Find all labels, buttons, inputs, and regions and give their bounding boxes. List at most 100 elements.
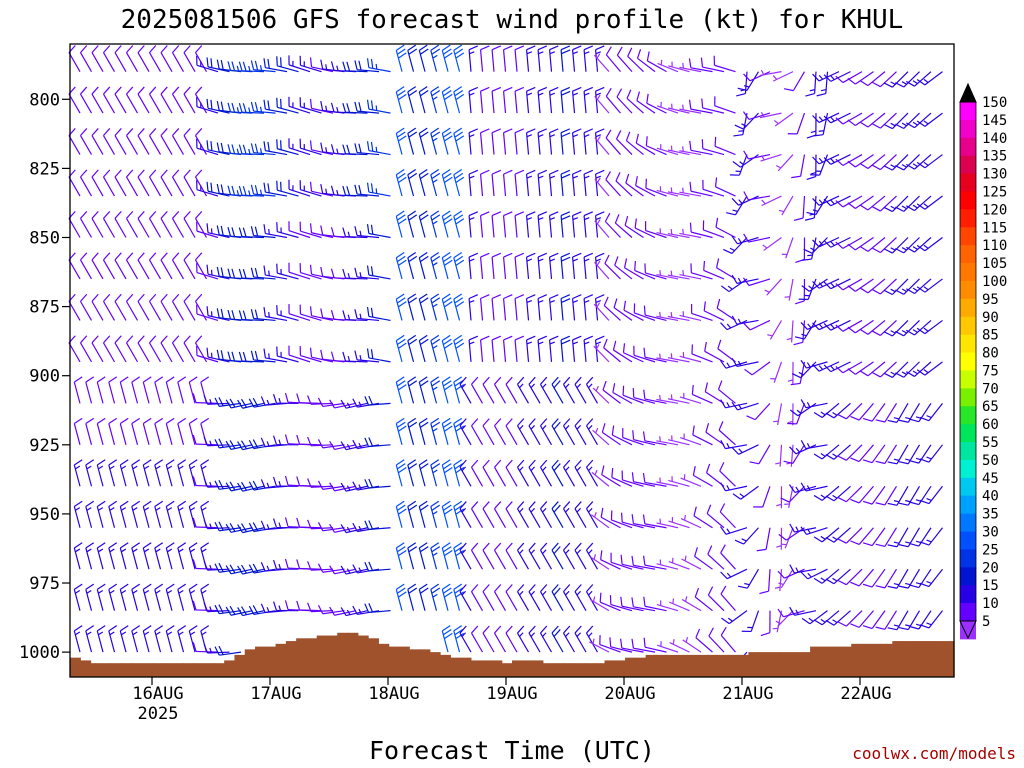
colorbar-swatch [960,191,976,210]
wind-barb [720,399,748,409]
terrain-column [131,663,143,677]
wind-barb [142,625,152,653]
wind-barb [551,542,564,570]
wind-barb [537,86,548,114]
wind-barb [482,376,495,404]
wind-barb [667,145,690,156]
wind-barb [590,511,610,529]
terrain-column [676,654,688,677]
wind-barb [441,583,453,611]
wind-barb [574,542,587,570]
wind-barb [623,300,644,321]
wind-barb [309,264,334,280]
wind-barb [859,154,886,170]
wind-barb [154,459,164,487]
wind-barb [701,98,725,114]
wind-barb [183,293,196,321]
wind-barb [85,625,95,653]
wind-barb [459,584,472,611]
wind-barb [407,44,418,72]
wind-barb [250,309,276,322]
terrain-column [285,641,297,677]
terrain-column [306,638,318,677]
wind-barb [430,44,441,72]
wind-barb [847,361,874,375]
terrain-column [840,646,852,677]
wind-barb [200,500,210,528]
wind-barb [812,319,840,331]
wind-barb [525,169,536,197]
wind-barb [906,195,932,212]
wind-barb [200,625,210,653]
colorbar-label: 145 [982,113,1007,129]
wind-barb [482,418,495,446]
colorbar-label: 135 [982,149,1007,165]
terrain-column [203,663,215,677]
wind-barb [418,251,429,280]
terrain-column [563,663,575,677]
wind-barb [726,195,748,216]
colorbar-label: 30 [982,525,999,541]
wind-barb [505,584,518,611]
wind-barb [537,335,548,362]
wind-barb [430,251,441,280]
wind-barb [919,485,943,505]
wind-barb [102,335,116,363]
terrain-column [666,654,678,677]
wind-barb [196,221,219,239]
wind-barb [718,421,736,446]
wind-barb [276,97,299,114]
terrain-column [70,657,81,677]
wind-barb [789,606,817,616]
wind-barb [862,444,886,464]
wind-barb [816,71,829,97]
wind-barb [160,210,173,238]
wind-barb [395,44,407,72]
wind-barb [276,56,299,73]
wind-barb [593,53,610,73]
wind-barb [605,129,621,155]
x-tick-label: 19AUG [486,684,537,704]
wind-barb [329,399,357,409]
wind-barb [919,568,943,588]
wind-barb [616,46,633,73]
wind-barb [743,233,771,243]
wind-barb [200,583,210,611]
wind-barb [505,459,518,487]
wind-barb [593,302,610,321]
wind-barb [317,397,345,408]
wind-barb [206,347,230,363]
terrain-layer [70,632,955,677]
wind-barb [548,294,559,321]
wind-barb [720,482,748,492]
wind-barb [418,210,429,238]
wind-barb [85,459,95,487]
wind-barb [646,93,667,114]
wind-barb [632,388,656,404]
wind-barb [491,86,502,114]
wind-barb [272,518,299,529]
colorbar-label: 65 [982,399,999,415]
terrain-column [183,663,194,677]
wind-barb [108,583,118,611]
wind-barb [102,293,116,321]
wind-barb [148,169,162,197]
wind-barb [177,500,187,528]
colorbar-swatch [960,549,976,568]
terrain-column [830,646,842,677]
wind-barb [272,559,299,570]
wind-barb [562,459,576,487]
wind-barb [154,500,164,528]
wind-barb [813,444,840,460]
wind-barb [516,501,530,529]
wind-barb [539,501,553,529]
colorbar-label: 140 [982,131,1007,147]
colorbar-swatch [960,459,976,479]
wind-barb [148,252,162,280]
wind-barb [482,584,495,611]
wind-barb [887,485,909,506]
wind-barb [491,128,502,155]
wind-barb [102,210,116,238]
wind-barb [773,403,783,426]
wind-barb [583,86,594,114]
